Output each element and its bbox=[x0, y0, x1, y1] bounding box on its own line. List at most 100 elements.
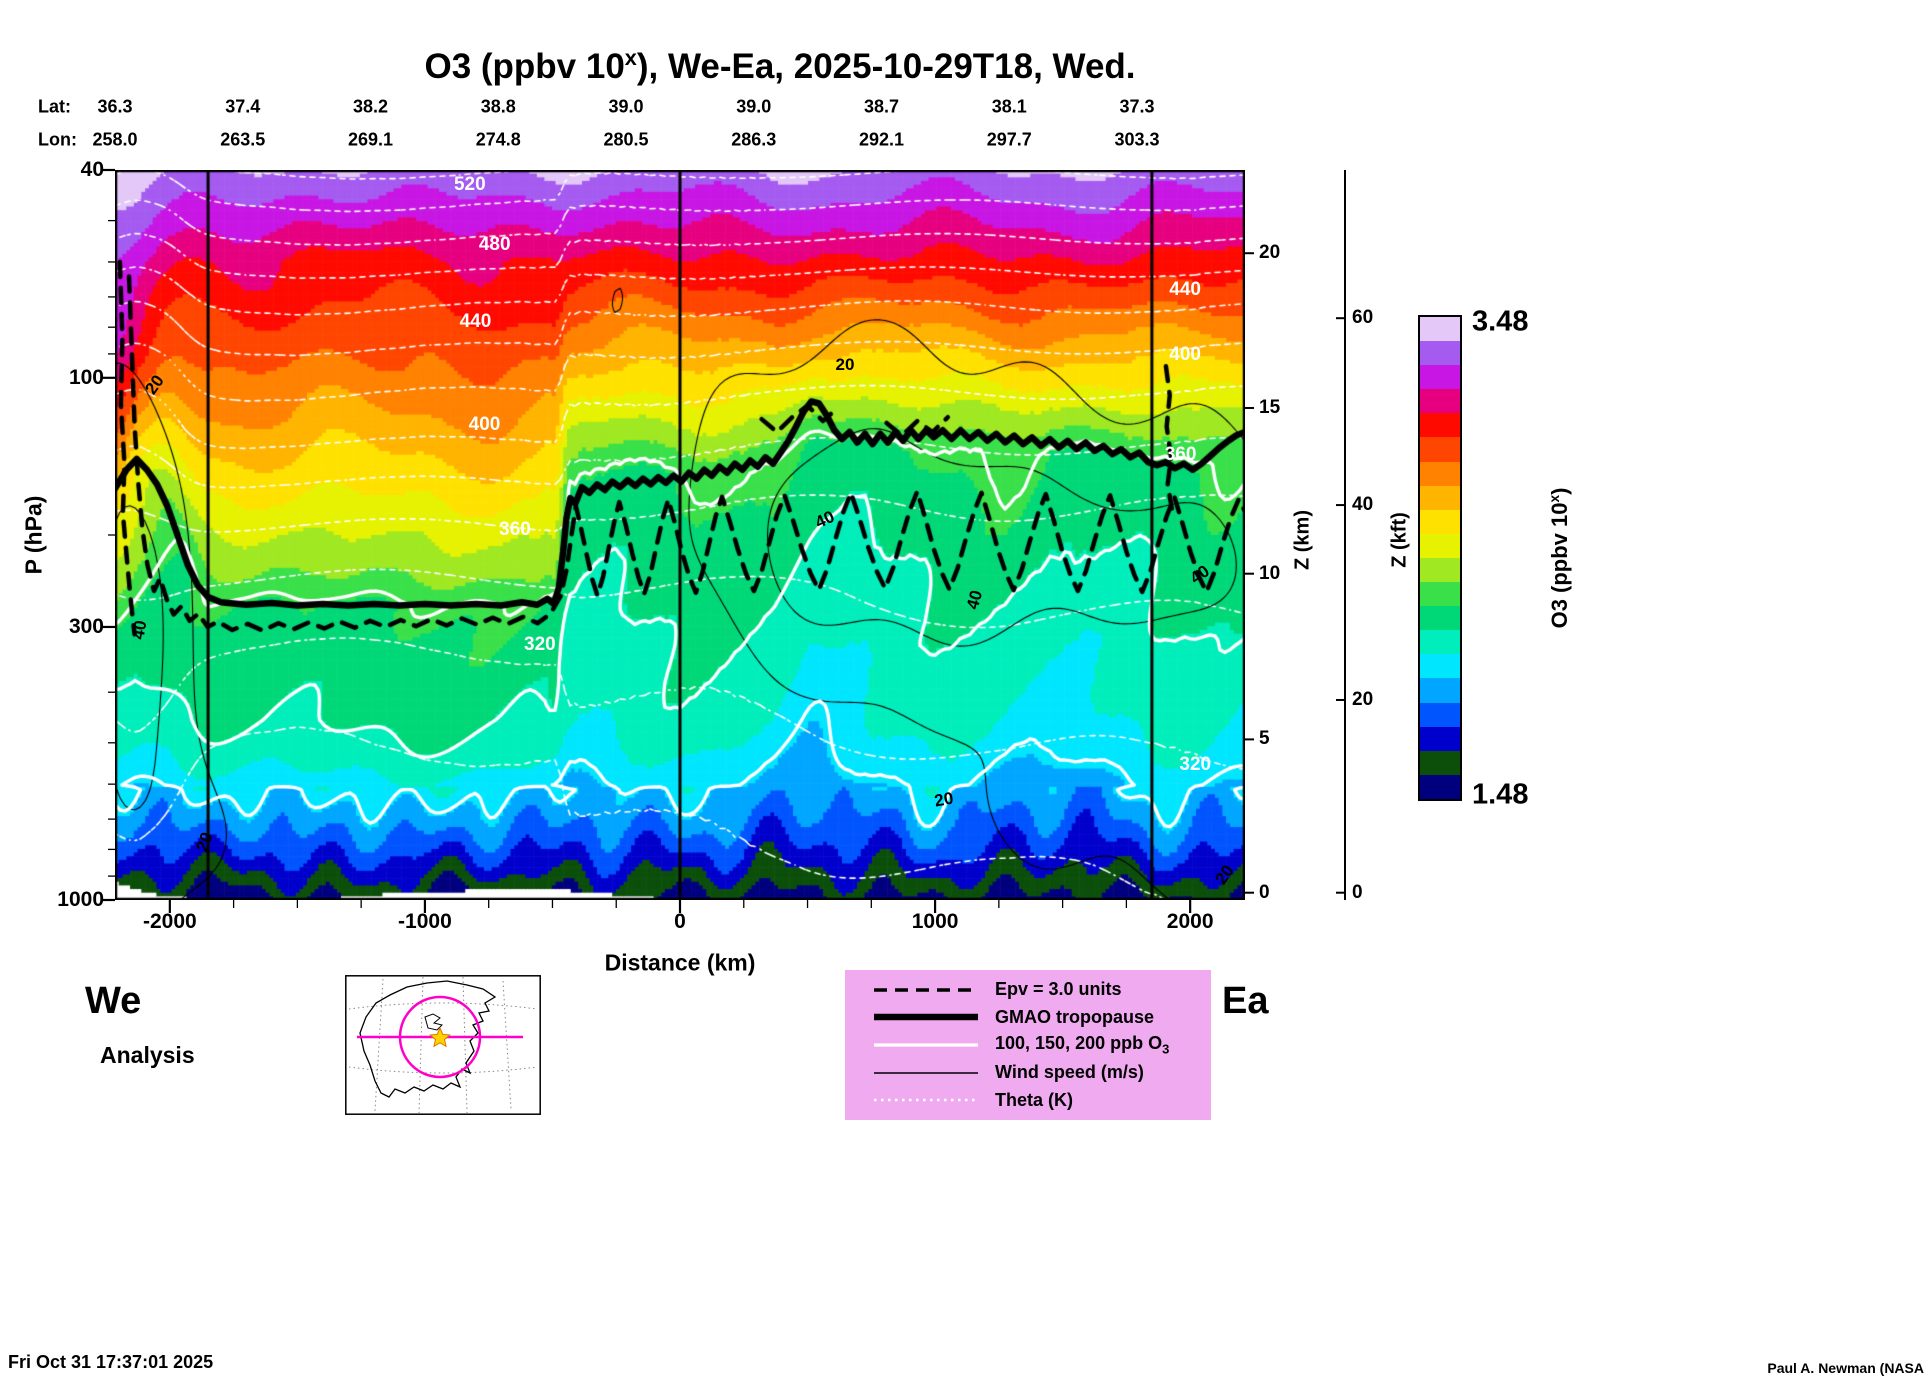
page-title: O3 (ppbv 10x), We-Ea, 2025-10-29T18, Wed… bbox=[424, 45, 1135, 87]
cross-section-plot-canvas bbox=[115, 170, 1245, 900]
lat-value: 36.3 bbox=[97, 96, 133, 117]
z-kft-tick-label: 0 bbox=[1352, 881, 1363, 903]
z-km-axis-label: Z (km) bbox=[1291, 510, 1314, 570]
lon-value: 303.3 bbox=[1114, 129, 1160, 150]
colorbar-cell bbox=[1420, 509, 1460, 534]
colorbar-max-value: 3.48 bbox=[1472, 305, 1529, 338]
lat-value: 38.7 bbox=[863, 96, 900, 117]
colorbar-cell bbox=[1420, 389, 1460, 414]
colorbar-cell bbox=[1420, 437, 1460, 462]
colorbar-min-value: 1.48 bbox=[1472, 778, 1529, 811]
z-km-tick-label: 5 bbox=[1259, 728, 1270, 750]
x-tick-label: -1000 bbox=[398, 910, 452, 933]
theta-contour-label: 400 bbox=[1169, 343, 1201, 365]
z-kft-axis-label: Z (kft) bbox=[1388, 512, 1411, 568]
colorbar-cell bbox=[1420, 485, 1460, 510]
lat-row-label: Lat: bbox=[38, 96, 71, 117]
map-inset bbox=[345, 975, 541, 1115]
lat-value: 38.2 bbox=[352, 96, 389, 117]
colorbar-cell bbox=[1420, 678, 1460, 703]
map-graticule bbox=[348, 976, 538, 1114]
colorbar-cell bbox=[1420, 654, 1460, 679]
lat-value: 39.0 bbox=[608, 96, 644, 117]
lon-row-label: Lon: bbox=[38, 129, 77, 150]
p-tick-label: 300 bbox=[68, 614, 104, 638]
thin-line-sample bbox=[874, 1071, 978, 1074]
colorbar-cell bbox=[1420, 750, 1460, 775]
dotted-white-line-sample bbox=[874, 1098, 978, 1102]
lon-value: 263.5 bbox=[220, 129, 266, 150]
title-suffix: ), We-Ea, 2025-10-29T18, Wed. bbox=[636, 46, 1136, 86]
z-kft-tick-label: 60 bbox=[1352, 307, 1374, 329]
colorbar-cell bbox=[1420, 557, 1460, 583]
x-tick-label: -2000 bbox=[142, 910, 197, 933]
legend-label-tropopause: GMAO tropopause bbox=[995, 1006, 1155, 1027]
z-kft-tick-label: 40 bbox=[1352, 494, 1374, 516]
theta-contour-label: 320 bbox=[524, 634, 556, 656]
lat-value: 38.8 bbox=[480, 96, 516, 117]
wind-contour-label: 20 bbox=[835, 354, 855, 374]
colorbar bbox=[1418, 315, 1462, 801]
legend-item-o3-contours: 100, 150, 200 ppb O3 bbox=[871, 1033, 1211, 1057]
x-tick-label: 0 bbox=[674, 910, 686, 933]
legend-item-wind: Wind speed (m/s) bbox=[871, 1061, 1211, 1085]
x-tick-label: 1000 bbox=[911, 910, 959, 933]
colorbar-axis-label: O3 (ppbv 10x) bbox=[1546, 487, 1573, 629]
lon-value: 274.8 bbox=[475, 129, 521, 150]
distance-axis-label: Distance (km) bbox=[604, 949, 756, 976]
colorbar-cell bbox=[1420, 582, 1460, 607]
z-kft-tick-label: 20 bbox=[1352, 688, 1374, 710]
legend-item-theta: Theta (K) bbox=[871, 1088, 1211, 1112]
legend-label-o3-contours: 100, 150, 200 ppb O3 bbox=[995, 1033, 1170, 1057]
theta-contour-label: 440 bbox=[459, 310, 492, 332]
legend: Epv = 3.0 units GMAO tropopause 100, 150… bbox=[845, 970, 1211, 1120]
lat-value: 37.3 bbox=[1119, 96, 1155, 117]
theta-contour-label: 520 bbox=[453, 174, 486, 196]
lat-value: 39.0 bbox=[736, 96, 772, 117]
lon-value: 258.0 bbox=[92, 129, 138, 150]
section-range-circle bbox=[398, 995, 482, 1079]
legend-item-tropopause: GMAO tropopause bbox=[871, 1006, 1211, 1030]
colorbar-cell bbox=[1420, 317, 1460, 342]
wind-contour-label: 20 bbox=[933, 788, 956, 811]
title-text: O3 (ppbv 10 bbox=[424, 46, 625, 86]
pressure-axis-label: P (hPa) bbox=[20, 495, 47, 575]
lon-value: 297.7 bbox=[986, 129, 1032, 150]
colorbar-cell bbox=[1420, 606, 1460, 631]
z-km-tick-label: 20 bbox=[1259, 242, 1281, 264]
analysis-label: Analysis bbox=[100, 1042, 195, 1068]
p-tick-label: 1000 bbox=[57, 888, 104, 911]
colorbar-cell bbox=[1420, 413, 1460, 438]
x-tick-label: 2000 bbox=[1166, 910, 1214, 933]
p-tick-label: 100 bbox=[68, 365, 104, 389]
colorbar-cell bbox=[1420, 726, 1460, 751]
theta-contour-label: 480 bbox=[478, 234, 511, 256]
lon-value: 286.3 bbox=[731, 129, 777, 150]
z-km-tick-label: 0 bbox=[1259, 881, 1270, 903]
wind-contour-label: 40 bbox=[128, 618, 151, 641]
theta-contour-label: 360 bbox=[1164, 443, 1197, 465]
z-km-tick-label: 15 bbox=[1259, 396, 1281, 418]
legend-label-wind: Wind speed (m/s) bbox=[995, 1062, 1144, 1083]
lat-value: 37.4 bbox=[225, 96, 261, 117]
theta-contour-label: 440 bbox=[1169, 278, 1201, 300]
lon-value: 269.1 bbox=[347, 129, 394, 150]
p-tick-label: 40 bbox=[80, 158, 104, 181]
lon-value: 280.5 bbox=[603, 129, 649, 150]
theta-contour-label: 320 bbox=[1179, 753, 1212, 775]
colorbar-cell bbox=[1420, 774, 1460, 799]
dashed-line-sample bbox=[874, 988, 978, 992]
theta-contour-label: 360 bbox=[499, 518, 531, 540]
title-superscript: x bbox=[624, 45, 637, 71]
theta-contour-label: 400 bbox=[468, 413, 501, 435]
colorbar-cell bbox=[1420, 533, 1460, 558]
legend-item-epv: Epv = 3.0 units bbox=[871, 978, 1211, 1002]
colorbar-cell bbox=[1420, 341, 1460, 366]
lon-value: 292.1 bbox=[858, 129, 905, 150]
lat-value: 38.1 bbox=[991, 96, 1027, 117]
colorbar-cell bbox=[1420, 702, 1460, 727]
z-km-tick-label: 10 bbox=[1259, 562, 1281, 584]
white-line-sample bbox=[874, 1043, 978, 1047]
legend-label-epv: Epv = 3.0 units bbox=[995, 979, 1122, 1000]
